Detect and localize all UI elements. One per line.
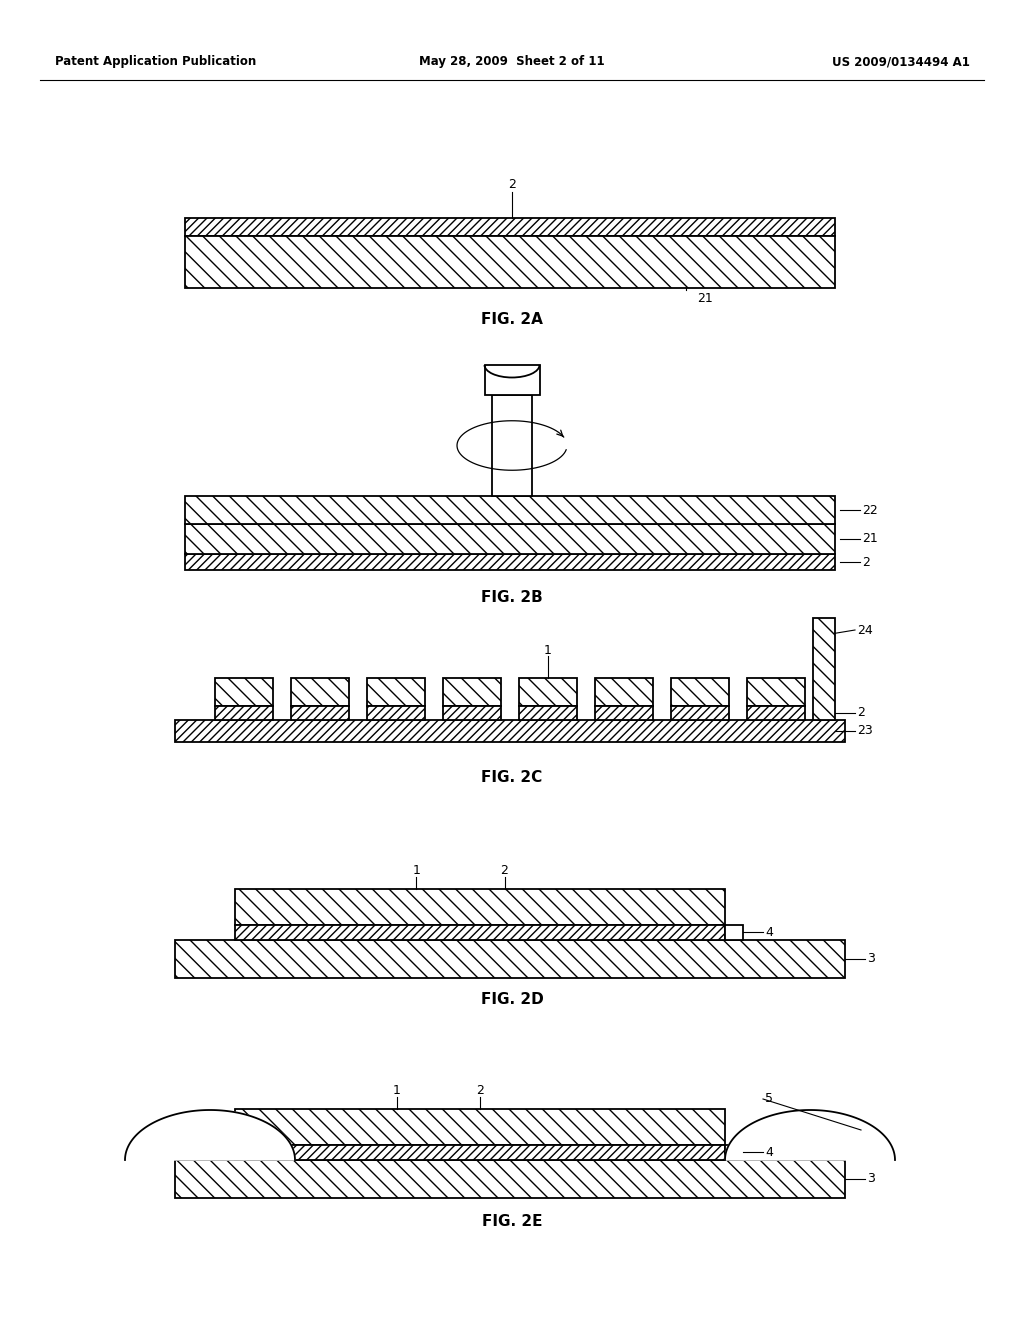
Text: 2: 2 [857, 706, 865, 719]
Bar [234, 925, 725, 940]
Bar [291, 706, 349, 719]
Bar [175, 1160, 845, 1199]
Bar [185, 236, 835, 288]
Bar [367, 706, 425, 719]
Bar [725, 1144, 743, 1160]
Text: FIG. 2B: FIG. 2B [481, 590, 543, 606]
Text: FIG. 2C: FIG. 2C [481, 771, 543, 785]
Text: 1: 1 [393, 1085, 400, 1097]
Bar [175, 940, 845, 978]
Text: FIG. 2E: FIG. 2E [481, 1214, 543, 1229]
Bar [671, 678, 729, 706]
Bar [595, 678, 653, 706]
Text: 1: 1 [544, 644, 552, 656]
Bar [492, 395, 532, 496]
Text: 2: 2 [476, 1085, 484, 1097]
Text: 21: 21 [697, 292, 714, 305]
Bar [671, 706, 729, 719]
Text: 22: 22 [862, 503, 878, 516]
Bar [746, 706, 805, 719]
Bar [291, 678, 349, 706]
Bar [215, 678, 273, 706]
Bar [367, 678, 425, 706]
Text: 2: 2 [501, 865, 509, 878]
Text: 24: 24 [857, 623, 872, 636]
Bar [813, 618, 835, 719]
Text: May 28, 2009  Sheet 2 of 11: May 28, 2009 Sheet 2 of 11 [419, 55, 605, 69]
Bar [595, 706, 653, 719]
Polygon shape [725, 1110, 895, 1160]
Text: US 2009/0134494 A1: US 2009/0134494 A1 [833, 55, 970, 69]
Text: 3: 3 [867, 953, 874, 965]
Polygon shape [125, 1110, 295, 1160]
Bar [443, 678, 501, 706]
Bar [234, 1144, 725, 1160]
Bar [519, 678, 577, 706]
Text: FIG. 2A: FIG. 2A [481, 313, 543, 327]
Text: 2: 2 [508, 178, 516, 191]
Bar [185, 524, 835, 554]
Bar [185, 218, 835, 236]
Text: 4: 4 [765, 1146, 773, 1159]
Bar [215, 706, 273, 719]
Bar [443, 706, 501, 719]
Text: 21: 21 [862, 532, 878, 545]
Text: 2: 2 [862, 556, 869, 569]
Text: FIG. 2D: FIG. 2D [480, 993, 544, 1007]
Bar [185, 554, 835, 570]
Bar [234, 888, 725, 925]
Bar [725, 925, 743, 940]
Bar [234, 1109, 725, 1144]
Text: 1: 1 [413, 865, 420, 878]
Text: Patent Application Publication: Patent Application Publication [55, 55, 256, 69]
Bar [185, 496, 835, 524]
Bar [519, 706, 577, 719]
Bar [485, 366, 540, 395]
Text: 5: 5 [765, 1093, 773, 1106]
Text: 4: 4 [765, 925, 773, 939]
Bar [175, 719, 845, 742]
Text: 23: 23 [857, 725, 872, 738]
Text: 3: 3 [867, 1172, 874, 1185]
Bar [746, 678, 805, 706]
